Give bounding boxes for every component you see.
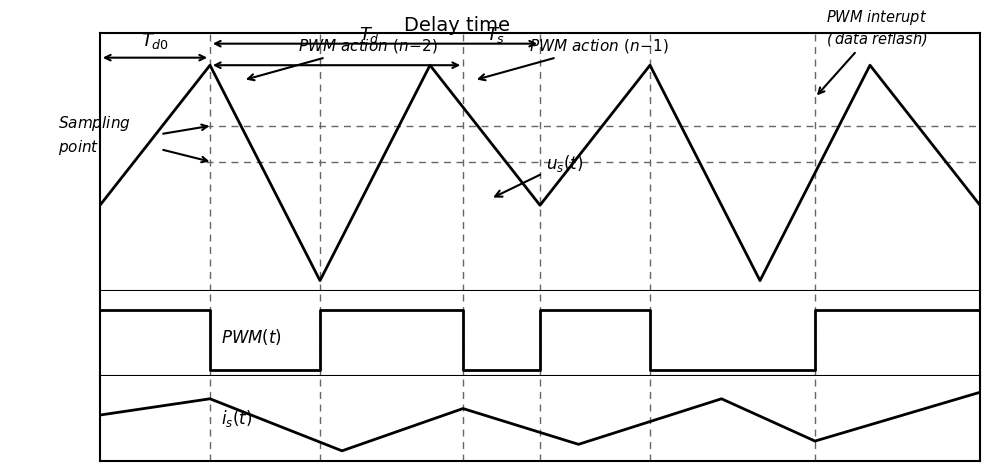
Text: $PWM(t)$: $PWM(t)$ [221,327,282,347]
Text: $i_s(t)$: $i_s(t)$ [221,408,252,429]
Text: $n$: $n$ [414,289,424,304]
Text: Delay time: Delay time [404,16,511,35]
Text: $u_s(t)$: $u_s(t)$ [495,153,583,196]
Text: $Sampling$: $Sampling$ [58,114,131,133]
Text: $(n\!+\!2)$: $(n\!+\!2)$ [834,289,880,307]
Text: $PWM$ action $(n\!-\!1)$: $PWM$ action $(n\!-\!1)$ [479,37,669,80]
Text: $T_{d0}$: $T_{d0}$ [141,31,169,51]
Text: $point$: $point$ [58,138,100,157]
Text: $T_d$: $T_d$ [359,25,380,45]
Text: $(n\!+\!1)$: $(n\!+\!1)$ [614,289,660,307]
Text: $(n\!-\!1)$: $(n\!-\!1)$ [174,289,220,307]
Text: $PWM$ action $(n\!-\!2)$: $PWM$ action $(n\!-\!2)$ [248,37,438,80]
Text: $T_s$: $T_s$ [486,25,506,45]
Text: $PWM$ interupt
($\,data$ $reflash$): $PWM$ interupt ($\,data$ $reflash$) [818,8,928,94]
